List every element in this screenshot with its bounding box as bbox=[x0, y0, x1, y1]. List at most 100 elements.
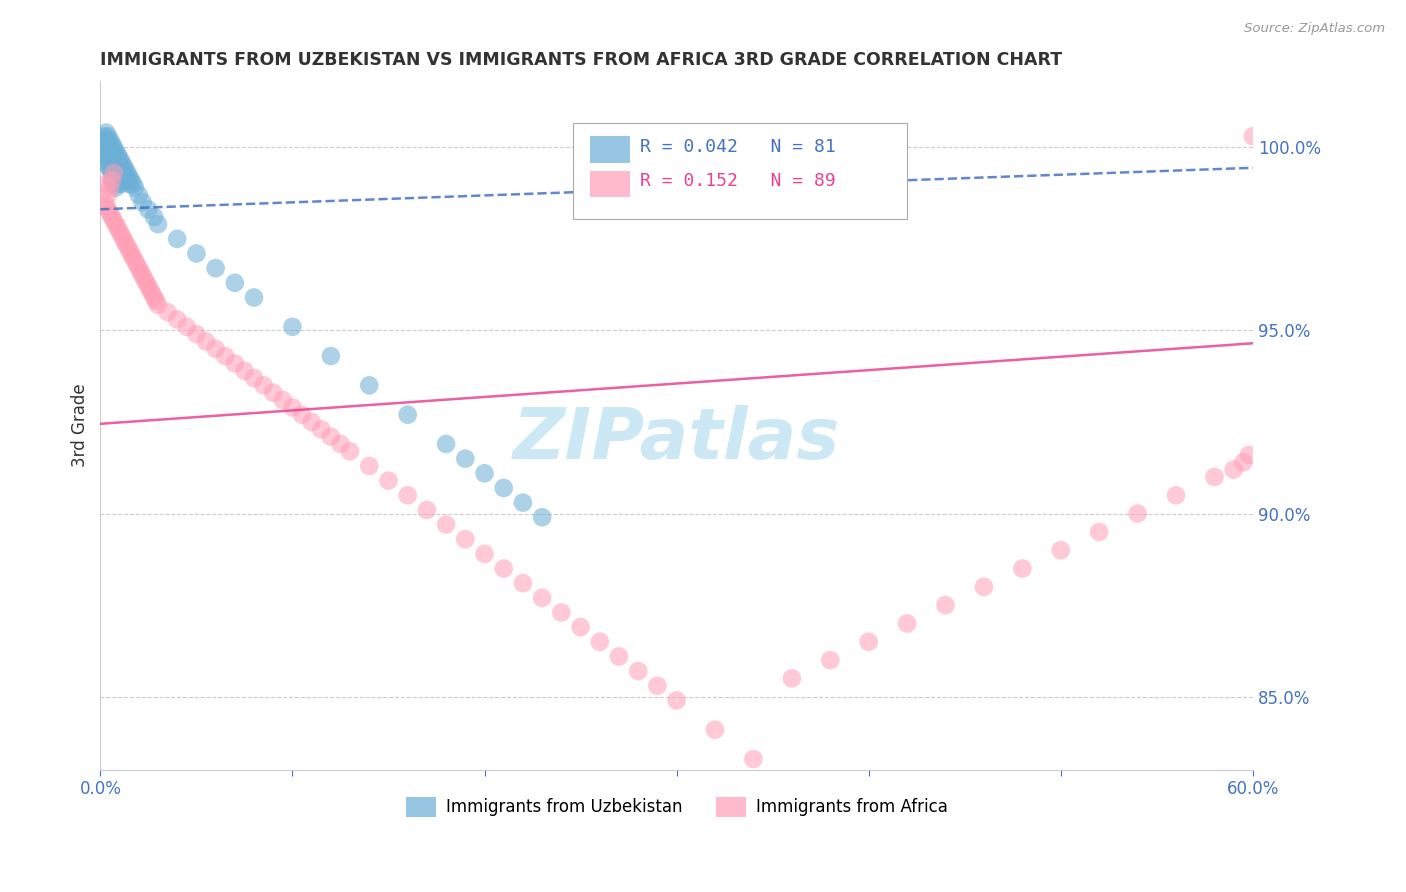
Point bbox=[97, 129, 120, 144]
Point bbox=[224, 356, 246, 370]
Point bbox=[589, 634, 612, 648]
Point bbox=[112, 173, 135, 187]
Point bbox=[107, 177, 129, 191]
Point bbox=[934, 598, 956, 612]
Point bbox=[107, 155, 129, 169]
Point bbox=[103, 155, 125, 169]
Point bbox=[107, 147, 129, 161]
Point bbox=[186, 246, 208, 260]
Point bbox=[120, 246, 142, 260]
Point bbox=[359, 378, 381, 392]
Point bbox=[146, 217, 169, 231]
Point bbox=[896, 616, 918, 631]
Point bbox=[131, 268, 153, 283]
Point bbox=[858, 634, 880, 648]
Point bbox=[98, 140, 121, 154]
Point bbox=[973, 580, 995, 594]
Point bbox=[141, 286, 163, 301]
Point bbox=[101, 210, 124, 224]
Legend: Immigrants from Uzbekistan, Immigrants from Africa: Immigrants from Uzbekistan, Immigrants f… bbox=[399, 790, 955, 823]
Point bbox=[103, 162, 125, 177]
Point bbox=[186, 327, 208, 342]
Point bbox=[98, 155, 121, 169]
Point bbox=[434, 517, 457, 532]
Point bbox=[98, 133, 121, 147]
Point bbox=[138, 202, 160, 217]
Point bbox=[262, 385, 284, 400]
Point bbox=[1241, 129, 1264, 144]
Point bbox=[124, 180, 146, 194]
Point bbox=[396, 488, 419, 502]
Point bbox=[531, 591, 554, 605]
Point bbox=[454, 533, 477, 547]
Point bbox=[531, 510, 554, 524]
Point bbox=[94, 133, 117, 147]
Point bbox=[301, 415, 323, 429]
FancyBboxPatch shape bbox=[572, 123, 907, 219]
Point bbox=[93, 195, 115, 210]
Point bbox=[98, 147, 121, 161]
Point bbox=[512, 495, 534, 509]
Point bbox=[569, 620, 592, 634]
Point bbox=[94, 126, 117, 140]
Point bbox=[118, 243, 141, 257]
Point bbox=[115, 166, 138, 180]
Point bbox=[492, 561, 515, 575]
Point bbox=[107, 169, 129, 184]
Point bbox=[114, 235, 136, 250]
Point bbox=[122, 250, 145, 264]
Point bbox=[665, 693, 688, 707]
Point bbox=[134, 272, 156, 286]
Point bbox=[122, 177, 145, 191]
Point bbox=[1204, 470, 1226, 484]
Text: ZIPatlas: ZIPatlas bbox=[513, 405, 841, 474]
Point bbox=[110, 228, 132, 243]
Point bbox=[97, 159, 120, 173]
Point bbox=[128, 261, 150, 276]
Point bbox=[108, 225, 131, 239]
Text: R = 0.152   N = 89: R = 0.152 N = 89 bbox=[640, 172, 835, 190]
Point bbox=[204, 261, 226, 276]
Point bbox=[143, 290, 166, 304]
Point bbox=[1126, 507, 1149, 521]
Point bbox=[104, 144, 127, 158]
Point bbox=[93, 136, 115, 151]
Point bbox=[474, 547, 496, 561]
Point bbox=[108, 166, 131, 180]
Point bbox=[97, 187, 120, 202]
Point bbox=[135, 276, 157, 290]
Point bbox=[101, 151, 124, 165]
Point bbox=[98, 180, 121, 194]
Point bbox=[359, 458, 381, 473]
Point bbox=[243, 371, 266, 385]
Point bbox=[1164, 488, 1187, 502]
Bar bbox=[591, 136, 630, 162]
Point bbox=[101, 173, 124, 187]
Point bbox=[319, 430, 342, 444]
Point bbox=[607, 649, 630, 664]
Point bbox=[627, 664, 650, 678]
Point bbox=[224, 276, 246, 290]
Point bbox=[110, 155, 132, 169]
Point bbox=[112, 166, 135, 180]
Point bbox=[108, 173, 131, 187]
Point bbox=[104, 151, 127, 165]
Point bbox=[742, 752, 765, 766]
Point bbox=[98, 162, 121, 177]
Point bbox=[1237, 448, 1260, 462]
Point bbox=[124, 253, 146, 268]
Point bbox=[104, 217, 127, 231]
Point bbox=[94, 140, 117, 154]
Text: R = 0.042   N = 81: R = 0.042 N = 81 bbox=[640, 137, 835, 156]
Point bbox=[139, 283, 162, 297]
Point bbox=[319, 349, 342, 363]
Point bbox=[309, 422, 332, 436]
Point bbox=[271, 392, 294, 407]
Point bbox=[108, 159, 131, 173]
Point bbox=[329, 437, 352, 451]
Point bbox=[112, 232, 135, 246]
Point bbox=[103, 140, 125, 154]
Point bbox=[339, 444, 361, 458]
Bar bbox=[591, 171, 630, 197]
Point bbox=[146, 298, 169, 312]
